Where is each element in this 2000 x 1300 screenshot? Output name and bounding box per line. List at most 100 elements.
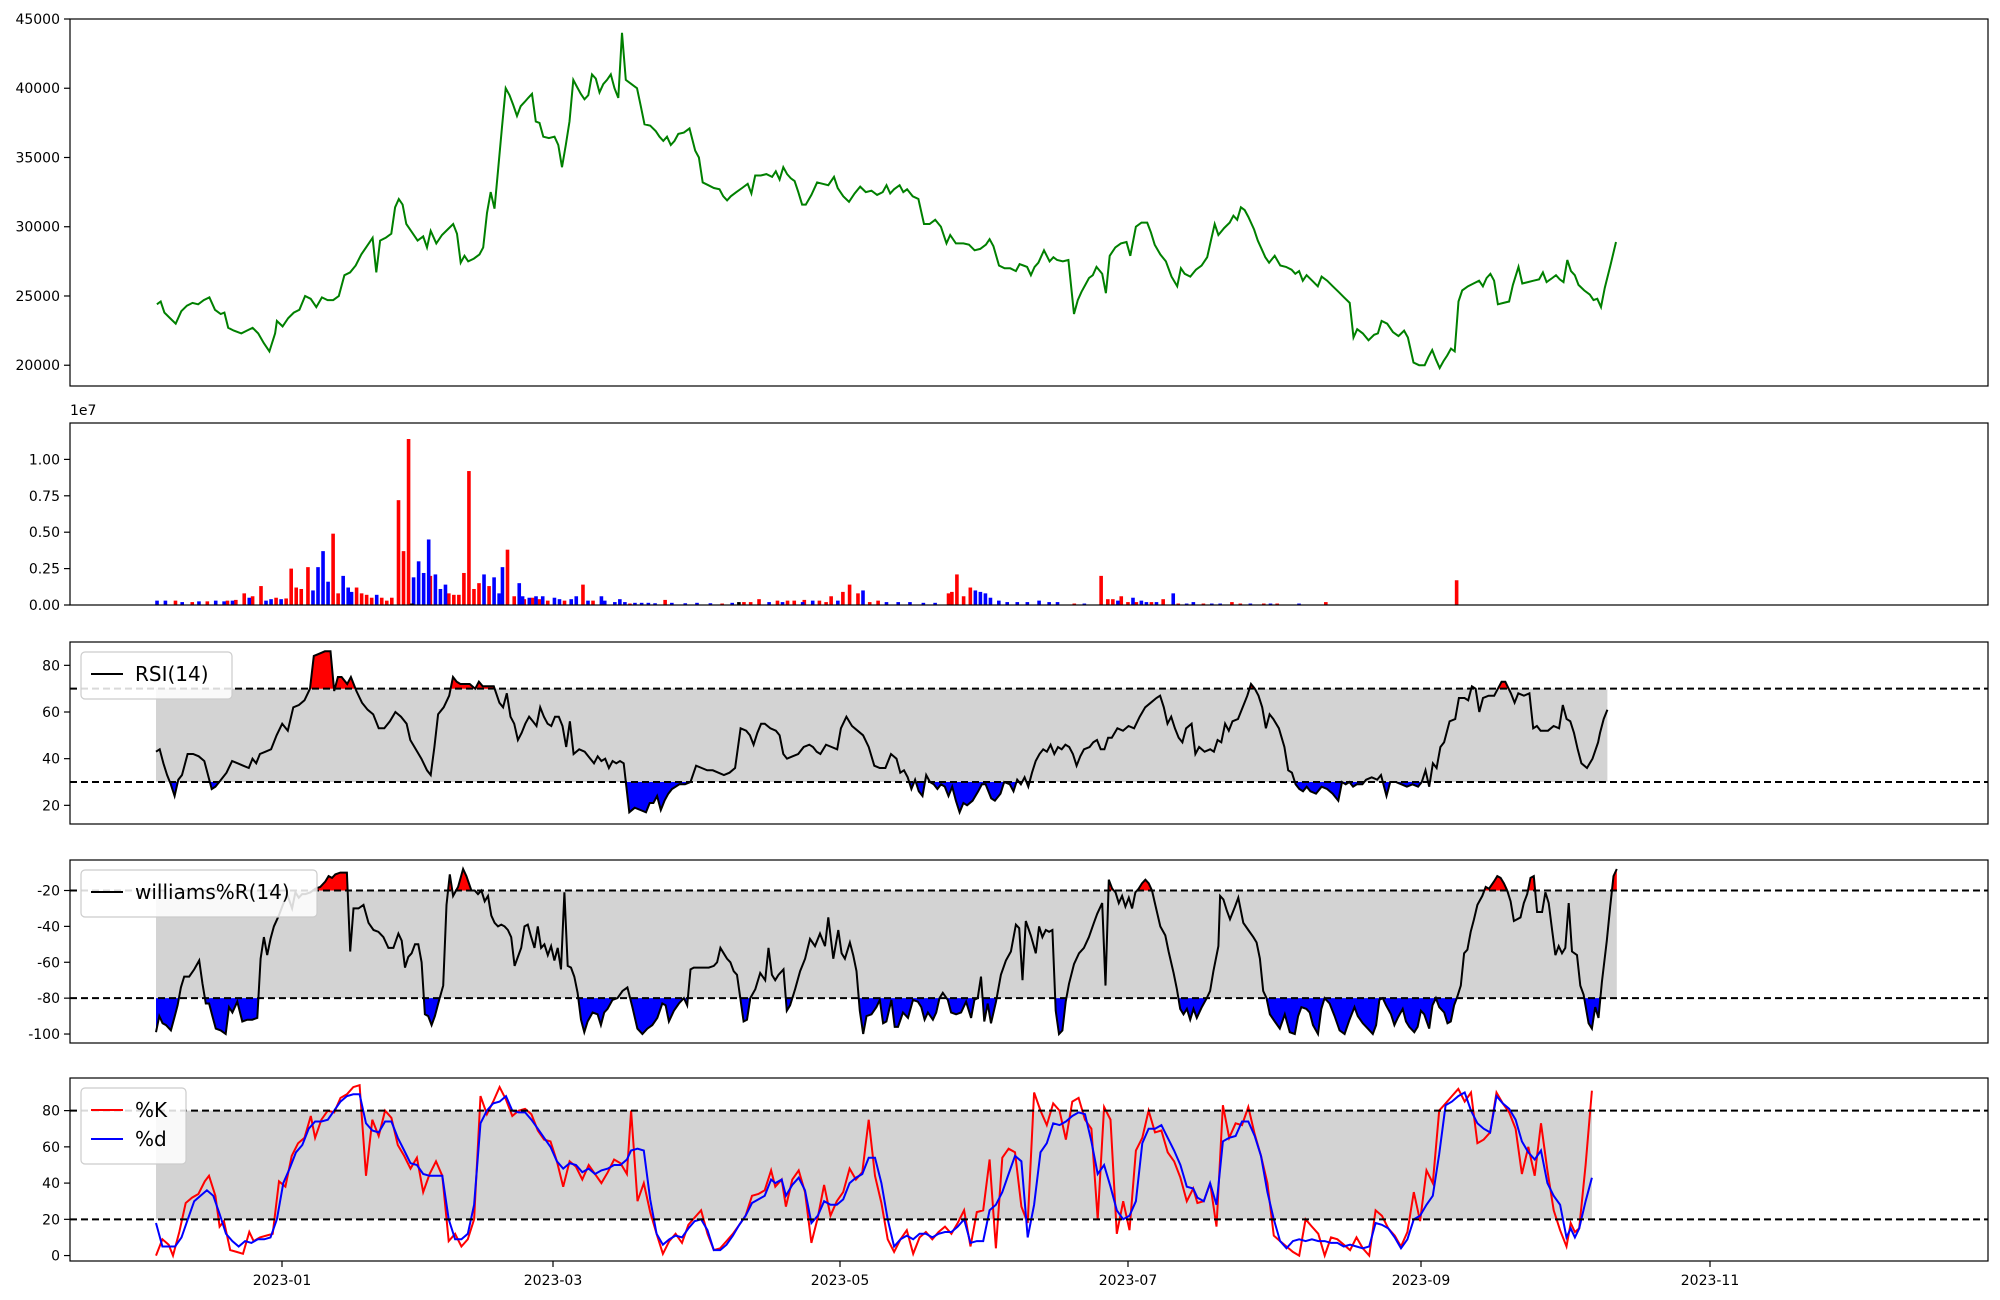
volume-bar	[411, 577, 416, 605]
volume-bar	[988, 597, 993, 605]
volume-bar	[250, 596, 255, 605]
volume-bar	[433, 574, 438, 605]
volume-bar	[321, 551, 325, 605]
volume-bar	[306, 567, 310, 605]
volume-bar	[867, 602, 872, 605]
williams-oversold-fill	[423, 998, 440, 1026]
volume-bar	[336, 593, 340, 605]
volume-bar	[1161, 599, 1165, 605]
volume-bar	[294, 587, 299, 605]
volume-bar	[1134, 602, 1139, 605]
volume-ytick-label: 0.50	[29, 525, 60, 541]
williams-legend-box	[80, 869, 318, 918]
rsi-legend-box	[80, 651, 233, 700]
price-ytick-label: 20000	[15, 358, 60, 374]
volume-bar	[628, 603, 632, 605]
x-tick-label: 2023-01	[253, 1273, 312, 1289]
volume-bar	[1191, 602, 1196, 605]
volume-bar	[933, 602, 937, 605]
volume-bar	[836, 600, 840, 605]
volume-bar	[1055, 602, 1060, 605]
volume-bar	[1116, 600, 1120, 605]
volume-bar	[540, 596, 545, 605]
volume-bar	[359, 593, 364, 605]
x-tick-label: 2023-09	[1392, 1273, 1451, 1289]
volume-bar	[767, 602, 771, 605]
volume-bar	[316, 567, 320, 605]
williams-oversold-fill	[156, 998, 179, 1033]
x-tick-label: 2023-07	[1099, 1273, 1158, 1289]
volume-bar	[505, 549, 510, 605]
x-axis: 2023-01 2023-03 2023-05 2023-07 2023-09 2023-…	[253, 1261, 1740, 1289]
volume-bar	[1201, 603, 1206, 605]
volume-bar	[421, 572, 426, 605]
williams-band	[156, 890, 1617, 999]
volume-bar	[482, 574, 486, 605]
rsi-ytick-label: 20	[42, 798, 60, 814]
volume-bar	[163, 600, 168, 605]
volume-bar	[973, 590, 978, 605]
volume-bar	[1072, 603, 1077, 605]
volume-bar	[633, 602, 637, 605]
volume-bar	[785, 600, 790, 605]
volume-bar	[562, 600, 567, 605]
volume-bar	[1144, 602, 1149, 605]
volume-bar	[921, 602, 926, 605]
stochastic-k-line	[155, 1083, 1593, 1259]
volume-bar	[234, 599, 238, 605]
volume-bar	[264, 600, 268, 605]
volume-bar	[586, 600, 590, 605]
x-tick-label: 2023-05	[811, 1273, 870, 1289]
volume-bar	[757, 599, 761, 605]
stochastic-ytick-label: 80	[42, 1104, 60, 1120]
rsi-legend-label: RSI(14)	[135, 662, 209, 686]
volume-bar	[247, 597, 252, 605]
volume-bar	[364, 594, 369, 605]
volume-bar	[730, 602, 735, 605]
volume-bar	[653, 603, 657, 605]
volume-bar	[443, 584, 448, 605]
volume-bar	[492, 577, 496, 605]
volume-bar	[720, 603, 724, 605]
stochastic-frame	[69, 1077, 1989, 1262]
volume-bar	[1324, 602, 1328, 605]
volume-bar	[1171, 593, 1176, 605]
volume-bar	[775, 600, 780, 605]
volume-bar	[341, 575, 345, 605]
volume-bar	[829, 596, 833, 605]
volume-bar	[401, 551, 406, 605]
volume-bar	[581, 584, 585, 605]
volume-bar	[426, 539, 431, 605]
price-ytick-label: 25000	[15, 289, 60, 305]
volume-ytick-label: 1.00	[29, 452, 60, 468]
volume-bar	[1176, 603, 1181, 605]
volume-bar	[955, 574, 959, 605]
volume-bar	[213, 600, 218, 605]
williams-frame	[69, 859, 1989, 1044]
volume-bar	[416, 561, 421, 605]
volume-bar	[569, 599, 574, 605]
williams-legend-label: williams%R(14)	[135, 880, 290, 904]
volume-bar	[379, 597, 384, 605]
volume-bar	[462, 572, 466, 605]
volume-bar	[259, 586, 263, 605]
volume-bar	[1154, 602, 1159, 605]
price-ytick-label: 45000	[15, 12, 60, 28]
volume-bar	[527, 597, 532, 605]
volume-bar	[477, 583, 481, 605]
volume-bar	[534, 596, 538, 605]
volume-bar	[623, 602, 627, 605]
volume-bar	[1099, 575, 1103, 605]
volume-bar	[602, 600, 607, 605]
volume-bar	[1131, 597, 1135, 605]
volume-bar	[1025, 602, 1030, 605]
volume-bar	[396, 500, 401, 605]
volume-bar	[457, 594, 461, 605]
volume-bar	[591, 600, 595, 605]
williams-oversold-fill	[1382, 998, 1436, 1033]
volume-bar	[1218, 603, 1222, 605]
volume-bar	[1230, 602, 1234, 605]
x-tick-label: 2023-11	[1681, 1273, 1740, 1289]
volume-bar	[269, 599, 273, 605]
volume-bar	[552, 597, 557, 605]
